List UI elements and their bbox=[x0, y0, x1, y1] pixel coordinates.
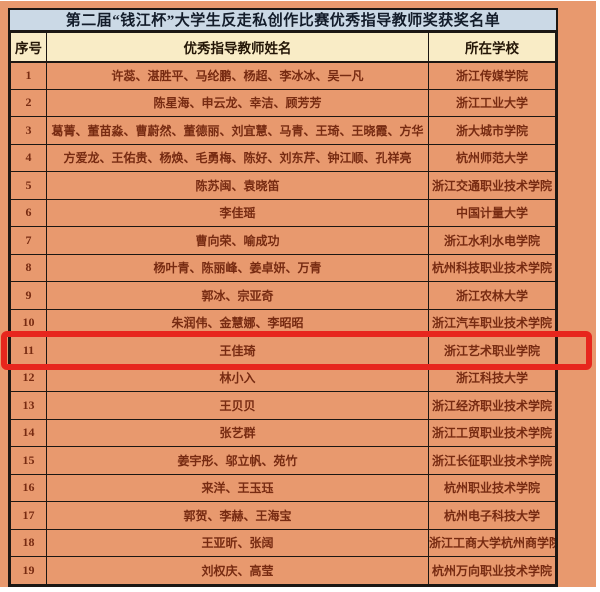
row-index: 13 bbox=[10, 391, 47, 420]
teacher-names: 葛菁、董苗淼、曹蔚然、董德丽、刘宜慧、马青、王琦、王晓霞、方华 bbox=[46, 116, 429, 145]
teacher-names: 陈星海、申云龙、幸洁、顾芳芳 bbox=[46, 88, 429, 117]
table-row: 18 王亚昕、张阔 浙江工商大学杭州商学院 bbox=[10, 528, 556, 557]
table-row: 3 葛菁、董苗淼、曹蔚然、董德丽、刘宜慧、马青、王琦、王晓霞、方华 浙大城市学院 bbox=[10, 116, 556, 145]
table-row: 19 刘权庆、高莹 杭州万向职业技术学院 bbox=[10, 556, 556, 585]
teacher-names: 李佳瑶 bbox=[46, 198, 429, 227]
row-index: 3 bbox=[10, 116, 47, 145]
teacher-names: 王佳琦 bbox=[46, 336, 429, 365]
table-row: 9 郭冰、宗亚奇 浙江农林大学 bbox=[10, 281, 556, 310]
row-index: 18 bbox=[10, 528, 47, 557]
page-title: 第二届“钱江杯”大学生反走私创作比赛优秀指导教师奖获奖名单 bbox=[10, 10, 556, 32]
table-row: 7 曹向荣、喻成功 浙江水利水电学院 bbox=[10, 226, 556, 255]
school-name: 浙江艺术职业学院 bbox=[428, 336, 556, 365]
row-index: 5 bbox=[10, 171, 47, 200]
row-index: 7 bbox=[10, 226, 47, 255]
school-name: 杭州职业技术学院 bbox=[428, 473, 556, 502]
school-name: 浙江农林大学 bbox=[428, 281, 556, 310]
table-row: 17 郭贺、李赫、王海宝 杭州电子科技大学 bbox=[10, 501, 556, 530]
school-name: 浙江工业大学 bbox=[428, 88, 556, 117]
teacher-names: 王亚昕、张阔 bbox=[46, 528, 429, 557]
teacher-names: 陈苏闽、袁晓笛 bbox=[46, 171, 429, 200]
school-name: 杭州师范大学 bbox=[428, 143, 556, 172]
col-header-index: 序号 bbox=[10, 32, 47, 63]
teacher-names: 张艺群 bbox=[46, 418, 429, 447]
award-sheet: 第二届“钱江杯”大学生反走私创作比赛优秀指导教师奖获奖名单 序号 优秀指导教师姓… bbox=[8, 8, 558, 587]
table-row: 14 张艺群 浙江工贸职业技术学院 bbox=[10, 418, 556, 447]
row-index: 4 bbox=[10, 143, 47, 172]
school-name: 杭州科技职业技术学院 bbox=[428, 253, 556, 282]
school-name: 浙江经济职业技术学院 bbox=[428, 391, 556, 420]
teacher-names: 王贝贝 bbox=[46, 391, 429, 420]
school-name: 杭州万向职业技术学院 bbox=[428, 556, 556, 585]
row-index: 8 bbox=[10, 253, 47, 282]
teacher-names: 方爱龙、王佑贵、杨焕、毛勇梅、陈好、刘东芹、钟江顺、孔祥亮 bbox=[46, 143, 429, 172]
col-header-school: 所在学校 bbox=[428, 32, 556, 63]
table-row: 6 李佳瑶 中国计量大学 bbox=[10, 198, 556, 227]
row-index: 11 bbox=[10, 336, 47, 365]
teacher-names: 来洋、王玉珏 bbox=[46, 473, 429, 502]
table-row: 8 杨叶青、陈丽峰、姜卓妍、万青 杭州科技职业技术学院 bbox=[10, 253, 556, 282]
row-index: 15 bbox=[10, 446, 47, 475]
teacher-names: 曹向荣、喻成功 bbox=[46, 226, 429, 255]
row-index: 6 bbox=[10, 198, 47, 227]
col-header-teachers: 优秀指导教师姓名 bbox=[46, 32, 429, 63]
row-index: 2 bbox=[10, 88, 47, 117]
table-row: 15 姜宇彤、邬立帆、苑竹 浙江长征职业技术学院 bbox=[10, 446, 556, 475]
table-row: 11 王佳琦 浙江艺术职业学院 bbox=[10, 336, 556, 365]
table-row: 16 来洋、王玉珏 杭州职业技术学院 bbox=[10, 473, 556, 502]
table-row: 10 朱润伟、金慧娜、李昭昭 浙江汽车职业技术学院 bbox=[10, 308, 556, 337]
row-index: 1 bbox=[10, 61, 47, 90]
teacher-names: 朱润伟、金慧娜、李昭昭 bbox=[46, 308, 429, 337]
teacher-names: 郭贺、李赫、王海宝 bbox=[46, 501, 429, 530]
teacher-names: 林小入 bbox=[46, 363, 429, 392]
row-index: 12 bbox=[10, 363, 47, 392]
school-name: 浙江汽车职业技术学院 bbox=[428, 308, 556, 337]
school-name: 浙江交通职业技术学院 bbox=[428, 171, 556, 200]
teacher-names: 许蕊、湛胜平、马纶鹏、杨超、李冰冰、吴一凡 bbox=[46, 61, 429, 90]
table-body: 1 许蕊、湛胜平、马纶鹏、杨超、李冰冰、吴一凡 浙江传媒学院 2 陈星海、申云龙… bbox=[10, 61, 556, 585]
teacher-names: 刘权庆、高莹 bbox=[46, 556, 429, 585]
teacher-names: 郭冰、宗亚奇 bbox=[46, 281, 429, 310]
school-name: 浙江传媒学院 bbox=[428, 61, 556, 90]
row-index: 9 bbox=[10, 281, 47, 310]
row-index: 17 bbox=[10, 501, 47, 530]
teacher-names: 姜宇彤、邬立帆、苑竹 bbox=[46, 446, 429, 475]
row-index: 19 bbox=[10, 556, 47, 585]
school-name: 浙江工贸职业技术学院 bbox=[428, 418, 556, 447]
table-row: 1 许蕊、湛胜平、马纶鹏、杨超、李冰冰、吴一凡 浙江传媒学院 bbox=[10, 61, 556, 90]
table-row: 5 陈苏闽、袁晓笛 浙江交通职业技术学院 bbox=[10, 171, 556, 200]
row-index: 10 bbox=[10, 308, 47, 337]
table-row: 2 陈星海、申云龙、幸洁、顾芳芳 浙江工业大学 bbox=[10, 88, 556, 117]
row-index: 16 bbox=[10, 473, 47, 502]
school-name: 浙江长征职业技术学院 bbox=[428, 446, 556, 475]
school-name: 浙大城市学院 bbox=[428, 116, 556, 145]
school-name: 浙江科技大学 bbox=[428, 363, 556, 392]
row-index: 14 bbox=[10, 418, 47, 447]
school-name: 中国计量大学 bbox=[428, 198, 556, 227]
table-row: 4 方爱龙、王佑贵、杨焕、毛勇梅、陈好、刘东芹、钟江顺、孔祥亮 杭州师范大学 bbox=[10, 143, 556, 172]
school-name: 浙江水利水电学院 bbox=[428, 226, 556, 255]
school-name: 杭州电子科技大学 bbox=[428, 501, 556, 530]
teacher-names: 杨叶青、陈丽峰、姜卓妍、万青 bbox=[46, 253, 429, 282]
school-name: 浙江工商大学杭州商学院 bbox=[428, 528, 556, 557]
table-row: 12 林小入 浙江科技大学 bbox=[10, 363, 556, 392]
awards-table: 序号 优秀指导教师姓名 所在学校 1 许蕊、湛胜平、马纶鹏、杨超、李冰冰、吴一凡… bbox=[10, 32, 556, 585]
header-row: 序号 优秀指导教师姓名 所在学校 bbox=[10, 32, 556, 63]
table-row: 13 王贝贝 浙江经济职业技术学院 bbox=[10, 391, 556, 420]
